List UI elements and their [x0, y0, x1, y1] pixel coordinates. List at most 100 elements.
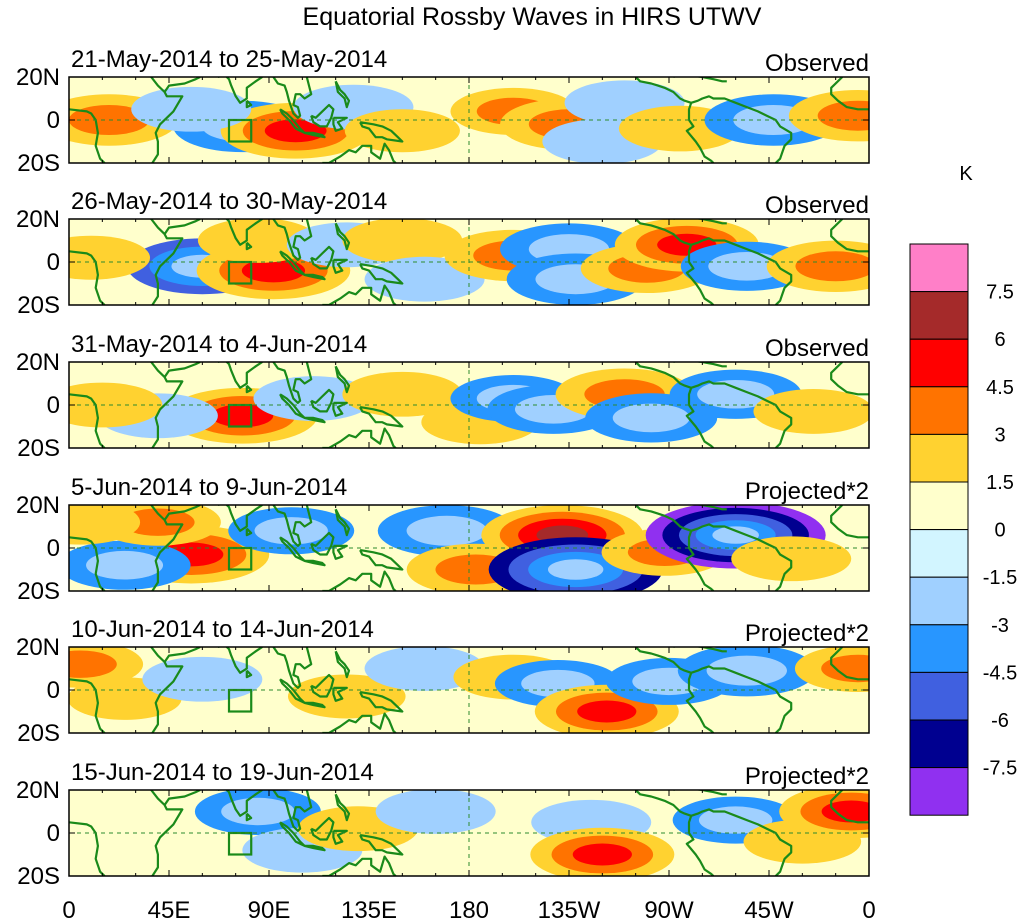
panel-4: 20N 0 20S 5-Jun-2014 to 9-Jun-2014 Projected…: [16, 474, 870, 605]
field-2: [69, 219, 869, 305]
contour-level: [342, 219, 463, 263]
coastline: [322, 712, 397, 733]
coastline: [359, 121, 404, 143]
field-1: [69, 77, 869, 163]
coastline: [322, 427, 397, 448]
coastline: [334, 650, 351, 679]
lon-label: 45E: [148, 897, 191, 922]
contour-level: [712, 526, 759, 544]
panel-label: Projected*2: [745, 478, 869, 505]
coastline: [217, 77, 263, 104]
coastline: [144, 362, 184, 448]
coastline: [359, 406, 404, 428]
anomaly-blob: [753, 389, 869, 434]
lon-label: 90E: [248, 897, 291, 922]
lat-label: 20S: [17, 863, 60, 890]
anomaly-blob: [69, 505, 141, 545]
coastline: [830, 219, 869, 253]
coastline: [673, 219, 727, 225]
coastline: [245, 241, 253, 251]
colorbar-swatch: [909, 576, 969, 626]
contour-level: [753, 389, 869, 434]
anomaly-blob: [794, 647, 869, 692]
coastline: [304, 701, 326, 709]
coastline: [217, 219, 263, 246]
field-3: [69, 362, 869, 448]
contour-level: [69, 235, 151, 280]
contour-level: [69, 382, 163, 428]
contour-level: [706, 655, 787, 686]
coastline: [163, 362, 201, 378]
anomaly-blob: [253, 376, 374, 421]
coastline: [163, 219, 201, 235]
field-5: [69, 647, 869, 733]
coastline: [245, 384, 253, 394]
coastline: [634, 77, 793, 163]
coastline: [332, 258, 348, 274]
coastline: [272, 219, 313, 261]
panel-label: Projected*2: [745, 620, 869, 647]
lon-label: 45W: [744, 897, 794, 922]
coastline: [334, 793, 351, 822]
lat-label: 0: [47, 392, 60, 419]
contour-level: [577, 700, 637, 723]
field-6: [69, 790, 869, 876]
coastline: [304, 273, 326, 281]
coastline: [245, 812, 253, 822]
coastline: [310, 388, 335, 413]
coastline: [332, 544, 348, 560]
panel-5: 20N 0 20S 10-Jun-2014 to 14-Jun-2014 Project…: [16, 616, 870, 747]
coastline: [322, 855, 397, 876]
contour-level: [69, 505, 141, 545]
coastline: [673, 790, 727, 796]
colorbar-swatch: [909, 529, 969, 578]
contour-level: [821, 654, 869, 683]
field-4: [69, 505, 869, 591]
panel-period: 10-Jun-2014 to 14-Jun-2014: [71, 616, 374, 643]
contour-level: [697, 379, 775, 409]
coastline: [673, 362, 727, 368]
coastline: [685, 102, 715, 163]
panel-1: 20N 0 20S 21-May-2014 to 25-May-2014 Observe…: [16, 46, 870, 177]
coastline: [334, 365, 351, 394]
coastline: [332, 829, 348, 845]
coastline: [310, 673, 335, 698]
contour-level: [197, 219, 318, 263]
colorbar-swatch: [909, 338, 969, 388]
coastline: [673, 505, 727, 511]
contour-level: [253, 376, 374, 421]
coastline: [685, 387, 715, 448]
coastline: [272, 647, 313, 689]
contour-level: [795, 251, 869, 282]
coastlines: [69, 219, 869, 305]
coastline: [163, 647, 201, 663]
coastline: [332, 686, 348, 702]
coastline: [359, 691, 404, 713]
colorbar-label: -7.5: [983, 758, 1017, 780]
colorbar-label: 7.5: [986, 282, 1014, 304]
coastline: [272, 505, 313, 547]
coastline: [245, 527, 253, 537]
coastline: [69, 536, 106, 591]
contour-level: [241, 258, 306, 283]
longitude-axis: 0 45E 90E 135E 180 135W 90W 45W 0: [62, 897, 875, 922]
coastline: [634, 219, 793, 305]
coastline: [69, 821, 106, 876]
contour-level: [708, 251, 786, 281]
coastline: [310, 245, 335, 270]
coastline: [144, 505, 184, 591]
coastline: [69, 108, 106, 163]
lon-label: 0: [62, 897, 75, 922]
coastline: [673, 647, 727, 653]
panel-3: 20N 0 20S 31-May-2014 to 4-Jun-2014 Observed: [16, 331, 870, 462]
lat-label: 0: [47, 820, 60, 847]
lat-label: 20N: [16, 777, 60, 804]
anomaly-blob: [197, 219, 318, 263]
coastline: [163, 77, 201, 93]
coastline: [163, 790, 201, 806]
coastlines: [69, 77, 869, 163]
panel-6: 20N 0 20S 15-Jun-2014 to 19-Jun-2014 Project…: [16, 759, 870, 890]
coastline: [322, 284, 397, 305]
coastline: [304, 416, 326, 424]
lat-label: 20N: [16, 206, 60, 233]
